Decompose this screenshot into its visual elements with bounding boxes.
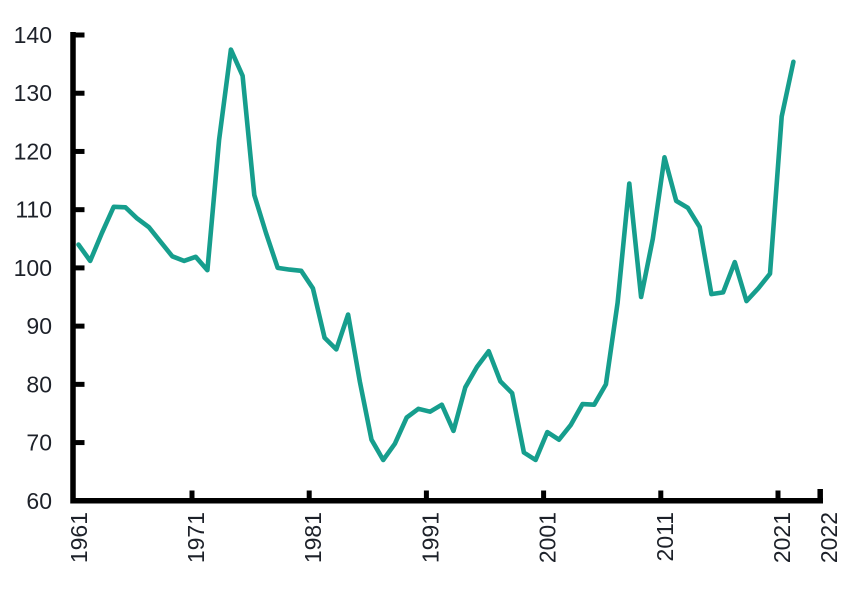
y-tick-label: 60 xyxy=(26,488,52,514)
y-tick-label: 100 xyxy=(14,255,52,281)
x-tick-label: 1961 xyxy=(66,512,92,563)
y-tick-label: 70 xyxy=(26,430,52,456)
x-tick-label: 2022 xyxy=(816,512,842,563)
x-tick-label: 1971 xyxy=(183,512,209,563)
x-tick-label: 1991 xyxy=(417,512,443,563)
x-tick-label: 1981 xyxy=(300,512,326,563)
x-tick-label: 2001 xyxy=(535,512,561,563)
y-tick-label: 90 xyxy=(26,313,52,339)
y-tick-label: 140 xyxy=(14,22,52,48)
x-tick-label: 2011 xyxy=(652,512,678,561)
data-line xyxy=(76,47,796,463)
x-tick-label: 2021 xyxy=(769,512,795,563)
y-tick-label: 130 xyxy=(14,80,52,106)
y-tick-label: 110 xyxy=(15,197,52,223)
y-tick-label: 120 xyxy=(14,138,52,164)
y-tick-label: 80 xyxy=(26,371,52,397)
